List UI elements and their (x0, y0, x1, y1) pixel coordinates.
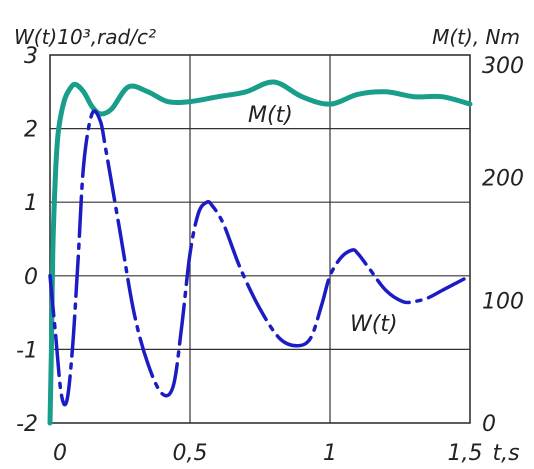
y-right-tick-label: 300 (482, 54, 524, 79)
x-tick-label: 1,5 (448, 441, 483, 466)
y-axis-right-title: M(t), Nm (432, 25, 520, 49)
y-right-tick-label: 100 (482, 289, 524, 314)
series-label-m: M(t) (248, 103, 293, 128)
y-right-tick-label: 200 (482, 167, 524, 192)
y-left-tick-label: 0 (24, 265, 38, 290)
grid (49, 54, 471, 424)
y-right-tick-label: 0 (482, 412, 496, 437)
axis-titles: W(t)10³,rad/c² M(t), Nm (14, 25, 520, 49)
tick-labels: 0 0,5 1 1,5 3 2 1 0 -1 -2 300 200 100 0 t,s (16, 44, 524, 466)
y-left-tick-label: -2 (16, 412, 38, 437)
y-left-tick-label: 1 (24, 191, 38, 216)
x-tick-label: 0 (53, 441, 67, 466)
y-left-tick-label: 3 (24, 44, 38, 69)
series-line-w (48, 109, 472, 407)
plot-frame (49, 54, 471, 424)
y-axis-left-title: W(t)10³,rad/c² (14, 25, 156, 49)
series-layer (47, 79, 473, 426)
x-tick-label: 0,5 (173, 441, 208, 466)
series-labels: M(t) W(t) (248, 103, 398, 337)
series-label-w: W(t) (350, 312, 398, 337)
y-left-tick-label: -1 (16, 338, 38, 363)
y-left-tick-label: 2 (24, 118, 38, 143)
series-line-m (47, 79, 473, 426)
x-tick-label: 1 (323, 441, 337, 466)
x-axis-title: t,s (492, 441, 519, 466)
